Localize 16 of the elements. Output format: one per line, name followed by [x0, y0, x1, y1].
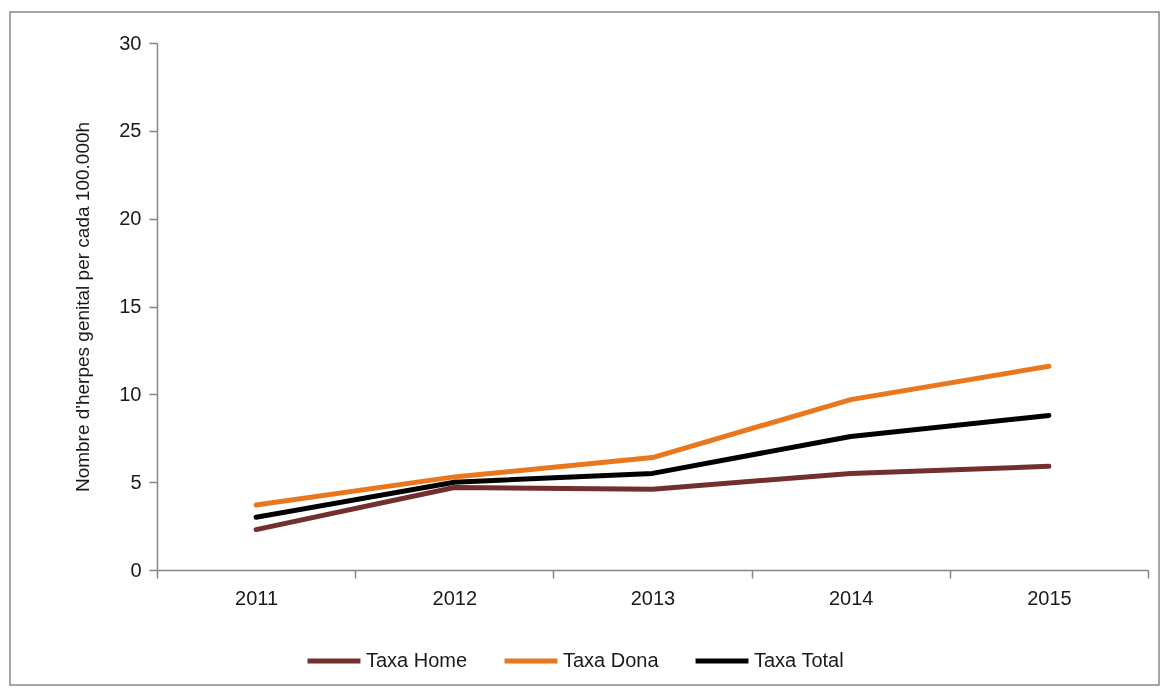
- legend-label: Taxa Home: [366, 649, 468, 671]
- y-tick-label: 25: [119, 119, 142, 142]
- x-tick-label: 2012: [432, 586, 478, 609]
- y-axis-title: Nombre d'herpes genital per cada 100.000h: [72, 121, 94, 493]
- x-tick-label: 2013: [630, 586, 676, 609]
- y-tick-label: 20: [119, 207, 142, 230]
- y-tick-label: 15: [119, 295, 142, 317]
- legend-label: Taxa Dona: [563, 649, 660, 671]
- x-tick-label: 2011: [235, 586, 279, 609]
- x-tick-label: 2014: [828, 586, 874, 609]
- legend-label: Taxa Total: [754, 649, 844, 671]
- y-tick-label: 30: [119, 31, 142, 54]
- y-tick-label: 5: [130, 470, 142, 493]
- x-tick-label: 2015: [1027, 586, 1072, 609]
- y-tick-label: 10: [119, 382, 142, 405]
- y-tick-label: 0: [130, 558, 142, 581]
